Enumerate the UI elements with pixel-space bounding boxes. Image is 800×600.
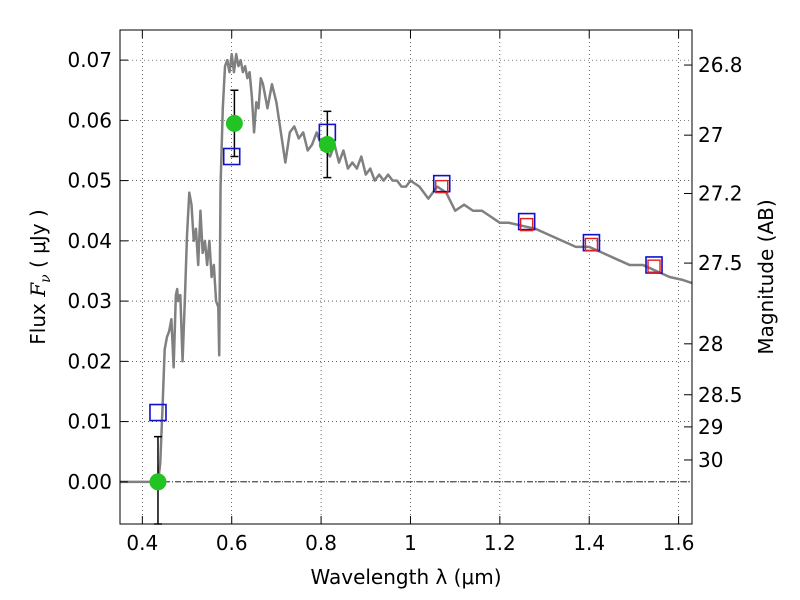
y2-tick-label: 26.8: [698, 53, 743, 77]
y2-tick-label: 29: [698, 415, 723, 439]
y2-tick-label: 30: [698, 448, 723, 472]
model-photometry-square: [149, 403, 167, 422]
y2-axis-title: Magnitude (AB): [754, 199, 778, 354]
x-tick-label: 1.4: [573, 531, 605, 555]
y-tick-label: 0.04: [67, 229, 112, 253]
x-tick-label: 0.8: [305, 531, 337, 555]
y2-tick-label: 28.5: [698, 383, 743, 407]
y-tick-label: 0.05: [67, 169, 112, 193]
y2-tick-label: 27.5: [698, 251, 743, 275]
detection-point: [318, 135, 336, 153]
detection-point: [149, 473, 167, 491]
model-spectrum-line: [120, 52, 693, 484]
y-tick-label: 0.02: [67, 349, 112, 373]
model-photometry-square: [517, 212, 536, 231]
y-axis-title-subscript: ν: [38, 274, 54, 283]
svg-text:Flux Fν ( μJy ): Flux Fν ( μJy ): [26, 209, 54, 344]
observed-square: [435, 179, 449, 194]
axis-ticks: 0.4 0.6 0.8 1 1.2 1.4 1.6 0.00 0.01 0.02 0.03 0.04 0…: [67, 30, 743, 555]
y-tick-label: 0.06: [67, 108, 112, 132]
y2-tick-label: 28: [698, 332, 723, 356]
model-photometry-square: [222, 147, 241, 166]
detection-point: [225, 114, 243, 132]
observed-square: [647, 259, 661, 273]
plot-frame: [119, 29, 693, 525]
x-tick-label: 1.6: [663, 531, 695, 555]
x-tick-label: 1: [404, 531, 417, 555]
y-tick-label: 0.00: [67, 470, 112, 494]
observed-square: [584, 237, 599, 252]
observed-square: [519, 217, 534, 232]
y-tick-label: 0.07: [67, 48, 112, 72]
y2-tick-label: 27: [698, 123, 723, 147]
x-tick-label: 1.2: [484, 531, 516, 555]
y-tick-label: 0.03: [67, 289, 112, 313]
x-tick-label: 0.4: [126, 531, 158, 555]
data-series: [120, 52, 693, 525]
x-axis-title: Wavelength λ (μm): [310, 565, 501, 589]
y-tick-label: 0.01: [67, 410, 112, 434]
y-axis-title-unit: ( μJy ): [26, 209, 50, 274]
model-photometry-square: [645, 256, 663, 274]
model-photometry-square: [432, 174, 451, 193]
y-axis-title: Flux Fν ( μJy ): [26, 209, 54, 344]
grid-lines: [120, 30, 692, 524]
y2-tick-label: 27.2: [698, 181, 743, 205]
y-axis-title-symbol: F: [26, 282, 50, 298]
x-tick-label: 0.6: [216, 531, 248, 555]
y-axis-title-flux: Flux: [26, 297, 50, 345]
